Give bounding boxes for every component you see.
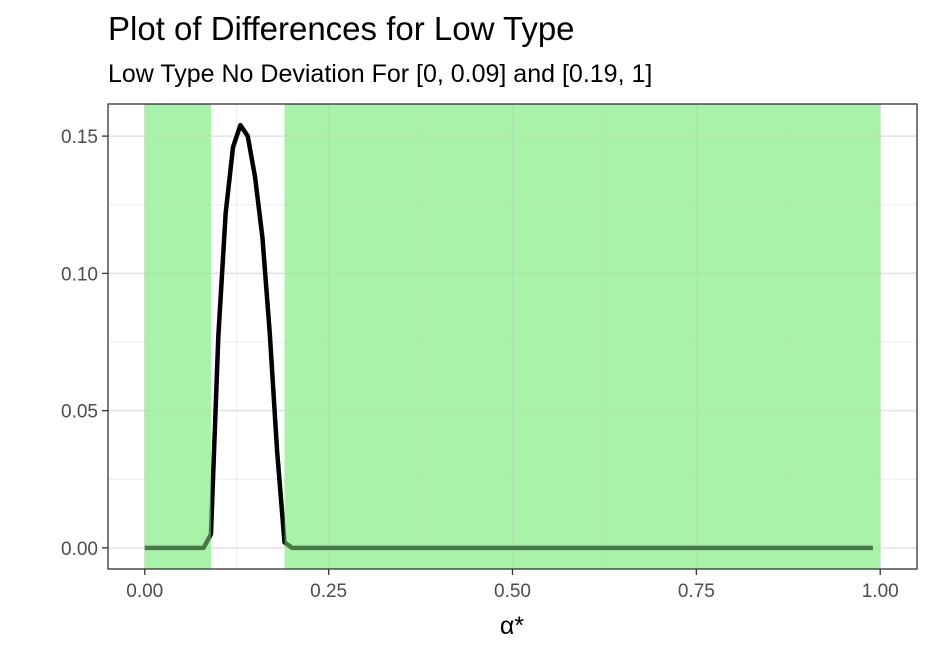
x-tick-label-3: 0.75 (678, 581, 715, 602)
y-tick-label-2: 0.10 (61, 264, 98, 285)
shaded-region-overlay-0 (144, 104, 211, 569)
y-tick-label-0: 0.00 (61, 539, 98, 560)
shaded-region-overlay-1 (284, 104, 881, 569)
y-tick-label-1: 0.05 (61, 402, 98, 423)
chart-subtitle: Low Type No Deviation For [0, 0.09] and … (108, 60, 652, 88)
x-tick-label-4: 1.00 (862, 581, 899, 602)
x-tick-label-1: 0.25 (310, 581, 347, 602)
y-tick-label-3: 0.15 (61, 127, 98, 148)
axis-ticks: 0.00 0.25 0.50 0.75 1.00 0.00 0.05 0.10 0.15 (61, 127, 899, 602)
x-axis-title: α* (500, 612, 524, 640)
chart-title: Plot of Differences for Low Type (108, 10, 575, 47)
x-tick-label-0: 0.00 (126, 581, 163, 602)
x-tick-label-2: 0.50 (494, 581, 531, 602)
series-lines (144, 104, 881, 569)
